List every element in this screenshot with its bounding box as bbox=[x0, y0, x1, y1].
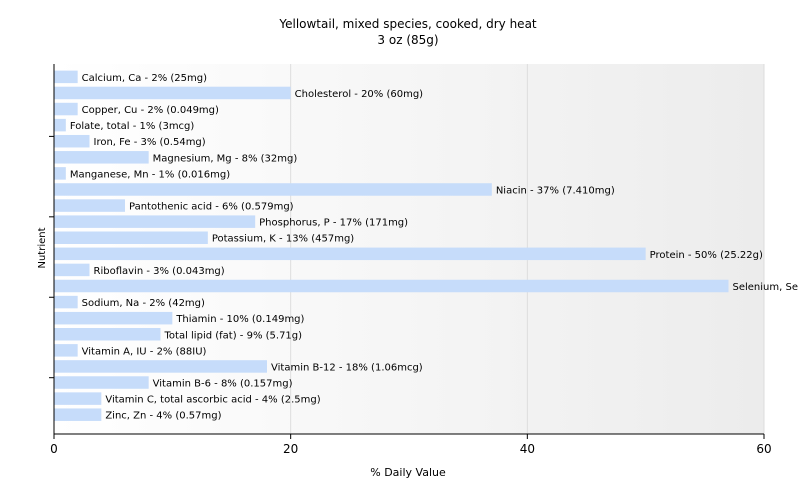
bar bbox=[54, 167, 66, 180]
bar bbox=[54, 296, 78, 309]
bar-label: Vitamin A, IU - 2% (88IU) bbox=[82, 346, 207, 357]
bar-label: Total lipid (fat) - 9% (5.71g) bbox=[164, 330, 303, 341]
bar bbox=[54, 360, 267, 373]
bar-label: Pantothenic acid - 6% (0.579mg) bbox=[129, 202, 294, 213]
bar bbox=[54, 119, 66, 132]
bar bbox=[54, 103, 78, 116]
chart-title: Yellowtail, mixed species, cooked, dry h… bbox=[278, 17, 537, 31]
bar bbox=[54, 392, 101, 405]
chart-subtitle: 3 oz (85g) bbox=[377, 33, 438, 47]
bar-label: Vitamin C, total ascorbic acid - 4% (2.5… bbox=[105, 395, 320, 406]
bar bbox=[54, 328, 161, 341]
bar-label: Phosphorus, P - 17% (171mg) bbox=[259, 218, 408, 229]
x-tick-label: 60 bbox=[756, 442, 771, 456]
bar-label: Protein - 50% (25.22g) bbox=[650, 250, 763, 261]
bar bbox=[54, 248, 646, 261]
bar bbox=[54, 135, 90, 148]
bar-label: Thiamin - 10% (0.149mg) bbox=[175, 314, 304, 325]
bar bbox=[54, 231, 208, 244]
bar-label: Potassium, K - 13% (457mg) bbox=[212, 234, 354, 245]
bar-label: Sodium, Na - 2% (42mg) bbox=[82, 298, 205, 309]
bar bbox=[54, 280, 729, 293]
x-tick-label: 20 bbox=[283, 442, 298, 456]
bar bbox=[54, 376, 149, 389]
bar-label: Iron, Fe - 3% (0.54mg) bbox=[94, 137, 206, 148]
bar bbox=[54, 312, 172, 325]
bar bbox=[54, 87, 291, 100]
bar-label: Vitamin B-6 - 8% (0.157mg) bbox=[153, 379, 293, 390]
bar bbox=[54, 151, 149, 164]
bar bbox=[54, 408, 101, 421]
bar-label: Cholesterol - 20% (60mg) bbox=[295, 89, 424, 100]
bar bbox=[54, 199, 125, 212]
bar bbox=[54, 215, 255, 228]
bar-label: Calcium, Ca - 2% (25mg) bbox=[82, 73, 207, 84]
y-axis-label: Nutrient bbox=[37, 227, 48, 268]
bar-label: Zinc, Zn - 4% (0.57mg) bbox=[105, 411, 221, 422]
x-tick-label: 0 bbox=[50, 442, 58, 456]
x-axis-label: % Daily Value bbox=[370, 466, 446, 479]
bar bbox=[54, 264, 90, 277]
bar-label: Manganese, Mn - 1% (0.016mg) bbox=[70, 169, 230, 180]
bar-label: Copper, Cu - 2% (0.049mg) bbox=[82, 105, 219, 116]
bar bbox=[54, 183, 492, 196]
bar bbox=[54, 71, 78, 84]
x-tick-label: 40 bbox=[520, 442, 535, 456]
bar-label: Selenium, Se - 57% (39.8mcg) bbox=[733, 282, 800, 293]
bar-label: Folate, total - 1% (3mcg) bbox=[70, 121, 195, 132]
bar bbox=[54, 344, 78, 357]
bar-label: Riboflavin - 3% (0.043mg) bbox=[94, 266, 225, 277]
bar-label: Magnesium, Mg - 8% (32mg) bbox=[153, 153, 298, 164]
bar-label: Niacin - 37% (7.410mg) bbox=[496, 185, 615, 196]
bar-label: Vitamin B-12 - 18% (1.06mcg) bbox=[271, 362, 423, 373]
